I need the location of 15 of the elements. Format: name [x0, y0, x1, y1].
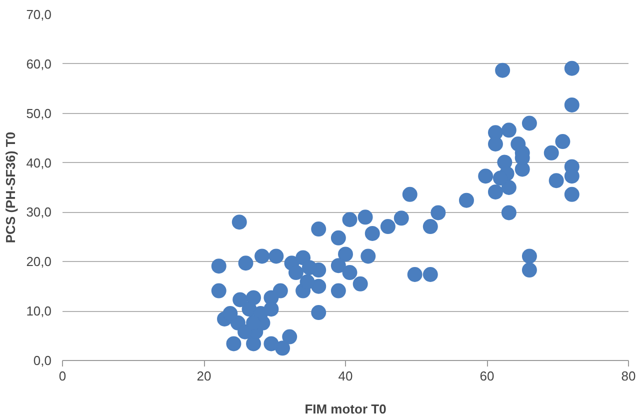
- x-axis-title: FIM motor T0: [304, 402, 386, 416]
- y-tick-label: 50,0: [26, 106, 52, 121]
- x-tick-label: 60: [480, 368, 494, 384]
- y-tick-label: 0,0: [33, 353, 52, 368]
- y-tick-label: 10,0: [26, 304, 52, 319]
- y-tick-label: 20,0: [26, 254, 52, 270]
- y-axis-title: PCS (PH-SF36) T0: [3, 132, 18, 244]
- y-tick-label: 70,0: [26, 7, 52, 22]
- y-tick-label: 60,0: [26, 56, 52, 72]
- x-tick-label: 20: [196, 368, 212, 384]
- y-tick-label: 30,0: [26, 204, 52, 220]
- x-tick-label: 40: [338, 368, 353, 384]
- x-tick-label: 0: [58, 368, 66, 384]
- y-tick-label: 40,0: [26, 155, 52, 170]
- x-tick-label: 80: [621, 368, 636, 384]
